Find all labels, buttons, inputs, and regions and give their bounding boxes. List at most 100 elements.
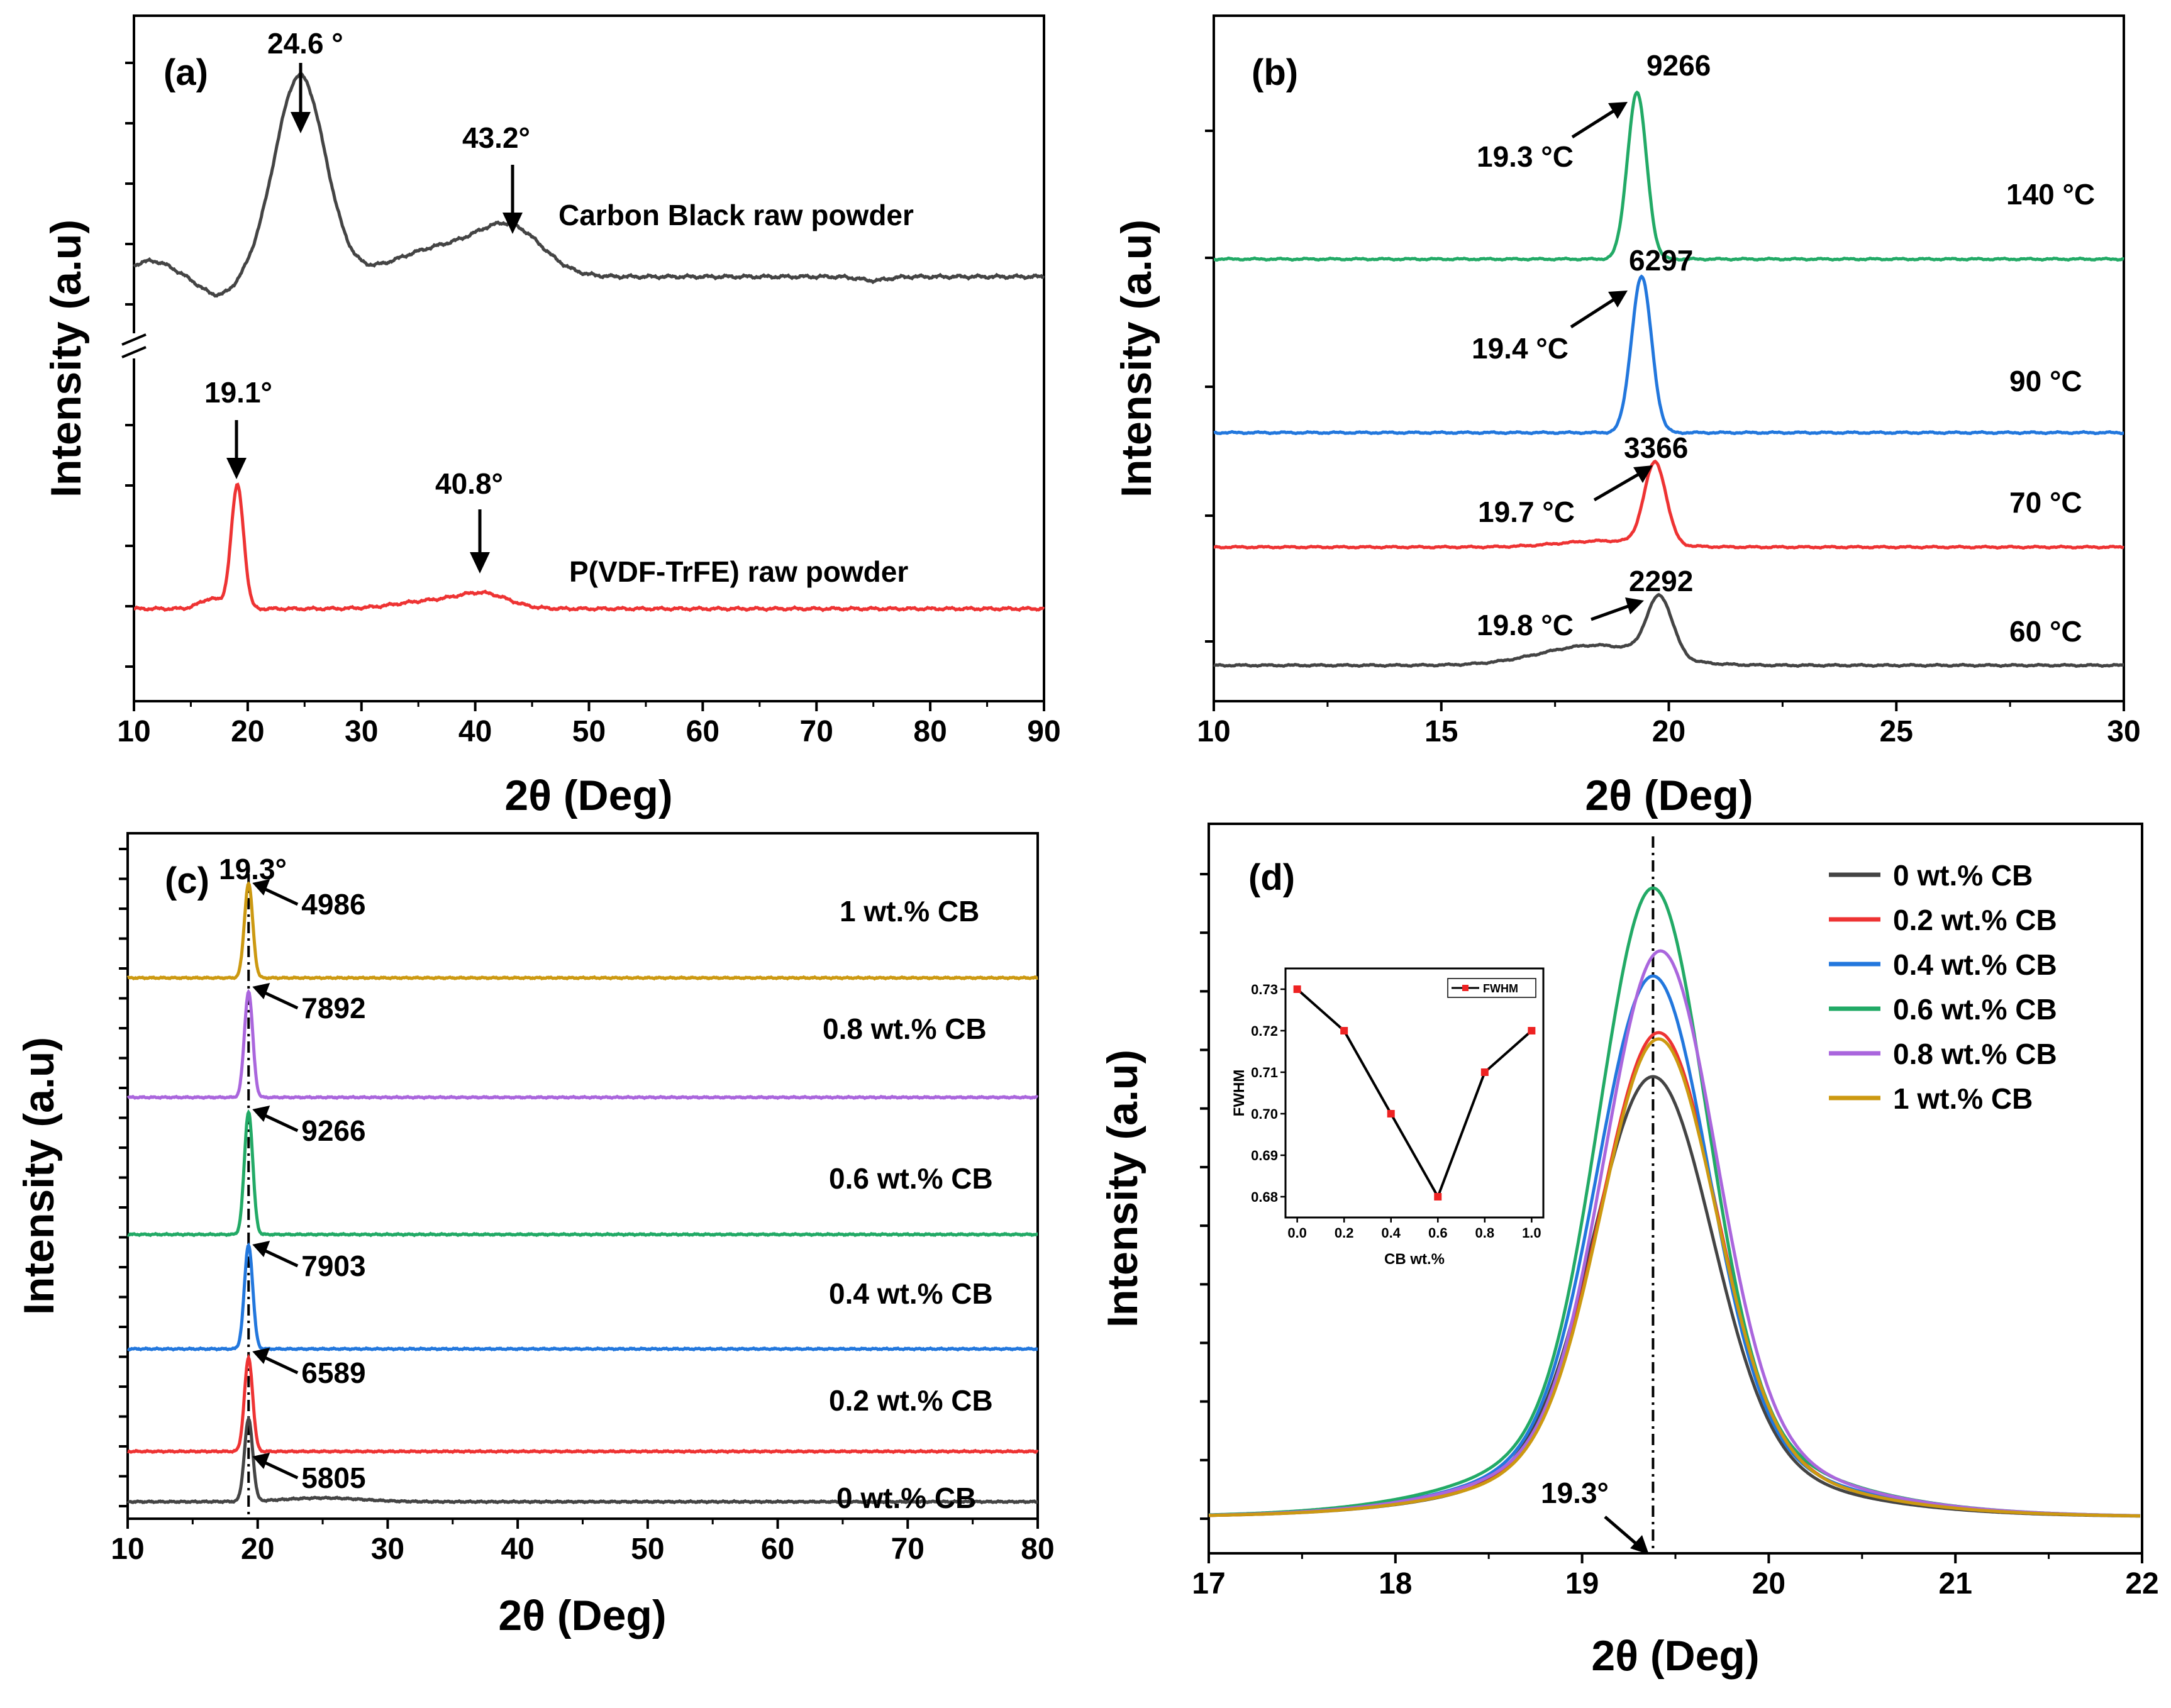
legend-label-5: 1 wt.% CB (1893, 1082, 2033, 1115)
inset-point (1528, 1027, 1536, 1034)
intensity-arrowhead (252, 1241, 270, 1257)
x-tick-label: 21 (1939, 1567, 1972, 1600)
legend-label-0: 0 wt.% CB (1893, 859, 2033, 892)
inset-point (1434, 1193, 1442, 1201)
inset-legend-label: FWHM (1483, 982, 1518, 995)
x-tick-label: 20 (1752, 1567, 1785, 1600)
x-tick-label: 18 (1379, 1567, 1412, 1600)
inset-y-tick-label: 0.69 (1251, 1148, 1278, 1163)
panel-c-series-02cb (127, 1353, 1039, 1455)
panel-a-peak-label-cb-1: 24.6 ° (267, 27, 343, 60)
panel-b-arrow-70c (1593, 465, 1653, 502)
panel-b: (b) 10 15 20 25 30 9266 19.3 °C 140 °C 6297 … (1113, 14, 2141, 819)
panel-c-x-ticks: 10 20 30 40 50 60 70 80 (111, 1519, 1055, 1566)
panel-a-series-label-cb: Carbon Black raw powder (558, 199, 914, 231)
panel-a-series-pvdf-trfe (133, 482, 1045, 613)
inset-x-tick-label: 1.0 (1522, 1225, 1541, 1241)
panel-d-reference-arrow (1604, 1516, 1649, 1555)
inset-point (1293, 985, 1301, 993)
x-tick-label: 60 (686, 715, 719, 748)
panel-c-series-0cb (126, 1415, 1038, 1505)
x-tick-label: 10 (111, 1533, 144, 1566)
panel-b-peak-pos-60c: 19.8 °C (1477, 609, 1574, 641)
intensity-arrow (259, 1111, 299, 1133)
x-tick-label: 80 (1021, 1533, 1054, 1566)
panel-a-x-ticks: 10 20 30 40 50 60 70 80 90 (117, 701, 1061, 748)
panel-b-series-140c (1214, 90, 2124, 262)
panel-d: (d) 17 18 19 20 21 22 19.3° 0 wt.% CB 0.2 wt.… (1099, 823, 2159, 1680)
panel-c-x-title: 2θ (Deg) (498, 1592, 666, 1639)
inset-fwhm-line (1296, 988, 1533, 1200)
panel-a-series-carbon-black (133, 72, 1045, 298)
inset-y-tick-label: 0.72 (1251, 1023, 1278, 1039)
panel-a: (a) 10 20 30 40 50 60 70 80 90 24.6 ° 43.2° Carb… (42, 14, 1061, 819)
intensity-arrowhead (252, 983, 270, 999)
panel-a-axis-break (121, 333, 147, 358)
inset-points (1293, 985, 1536, 1201)
panel-b-series-label-60c: 60 °C (2009, 615, 2082, 648)
legend-label-3: 0.6 wt.% CB (1893, 993, 2057, 1026)
panel-b-y-title: Intensity (a.u) (1113, 219, 1160, 497)
panel-c-series-06cb (126, 1109, 1038, 1238)
panel-a-peak-label-cb-2: 43.2° (462, 121, 530, 154)
legend-label-2: 0.4 wt.% CB (1893, 948, 2057, 981)
panel-a-series-label-pvdf: P(VDF-TrFE) raw powder (569, 555, 908, 588)
panel-a-y-title: Intensity (a.u) (42, 219, 90, 497)
intensity-label: 9266 (301, 1114, 365, 1147)
panel-d-x-title: 2θ (Deg) (1591, 1632, 1759, 1680)
panel-b-series-90c (1213, 274, 2124, 436)
inset-x-tick-label: 0.2 (1335, 1225, 1354, 1241)
panel-a-label: (a) (164, 52, 208, 93)
x-tick-label: 20 (1652, 715, 1685, 748)
series-label: 0.4 wt.% CB (829, 1277, 993, 1310)
x-tick-label: 40 (501, 1533, 534, 1566)
intensity-arrow (259, 1458, 299, 1480)
panel-d-y-title: Intensity (a.u) (1099, 1050, 1147, 1328)
series-label: 1 wt.% CB (840, 895, 979, 928)
panel-a-arrow-pvdf-1 (226, 420, 247, 479)
panel-c-series-1cb (126, 881, 1038, 981)
x-tick-label: 10 (117, 715, 150, 748)
inset-point (1480, 1068, 1489, 1076)
x-tick-label: 70 (891, 1533, 924, 1566)
intensity-arrowhead (252, 1453, 270, 1469)
x-tick-label: 25 (1880, 715, 1913, 748)
x-tick-label: 15 (1424, 715, 1458, 748)
panel-b-peak-intensity-140c: 9266 (1646, 49, 1711, 82)
panel-c: (c) 10 20 30 40 50 60 70 80 19.3° 5805 0 wt.% CB… (15, 832, 1055, 1639)
panel-a-arrow-cb-2 (502, 165, 523, 234)
intensity-arrow (259, 1353, 299, 1375)
intensity-label: 7892 (301, 992, 365, 1024)
x-tick-label: 60 (761, 1533, 794, 1566)
panel-d-reference-label: 19.3° (1541, 1477, 1609, 1509)
x-tick-label: 50 (631, 1533, 664, 1566)
intensity-label: 4986 (301, 888, 365, 921)
panel-b-arrow-140c (1571, 102, 1628, 139)
series-label: 0.2 wt.% CB (829, 1384, 993, 1417)
x-tick-label: 90 (1027, 715, 1060, 748)
panel-a-y-ticks (125, 62, 134, 668)
panel-d-x-ticks: 17 18 19 20 21 22 (1192, 1553, 2159, 1600)
x-tick-label: 20 (241, 1533, 274, 1566)
legend-label-4: 0.8 wt.% CB (1893, 1038, 2057, 1070)
panel-b-series-70c (1213, 459, 2124, 550)
panel-a-peak-label-pvdf-2: 40.8° (435, 467, 503, 500)
inset-point (1340, 1027, 1348, 1034)
inset-y-tick-label: 0.68 (1251, 1189, 1278, 1205)
x-tick-label: 30 (2107, 715, 2140, 748)
panel-c-annotations: 5805 0 wt.% CB 6589 0.2 wt.% CB 7903 0.4 wt.%… (252, 879, 993, 1514)
inset-ticks: 0.0 0.2 0.4 0.6 0.8 1.0 0.68 0.69 0.70 0.71 0.72 0.… (1251, 982, 1541, 1241)
panel-b-peak-intensity-70c: 3366 (1624, 431, 1688, 464)
inset-y-title: FWHM (1231, 1070, 1248, 1117)
panel-b-series-label-70c: 70 °C (2009, 486, 2082, 519)
x-tick-label: 80 (913, 715, 947, 748)
x-tick-label: 30 (371, 1533, 404, 1566)
panel-b-label: (b) (1252, 52, 1298, 93)
inset-frame (1284, 967, 1545, 1219)
intensity-label: 7903 (301, 1250, 365, 1282)
panel-b-arrow-60c (1591, 597, 1644, 621)
inset-y-tick-label: 0.73 (1251, 982, 1278, 997)
x-tick-label: 10 (1197, 715, 1230, 748)
panel-c-label: (c) (165, 860, 209, 901)
panel-b-y-ticks (1205, 130, 1214, 643)
